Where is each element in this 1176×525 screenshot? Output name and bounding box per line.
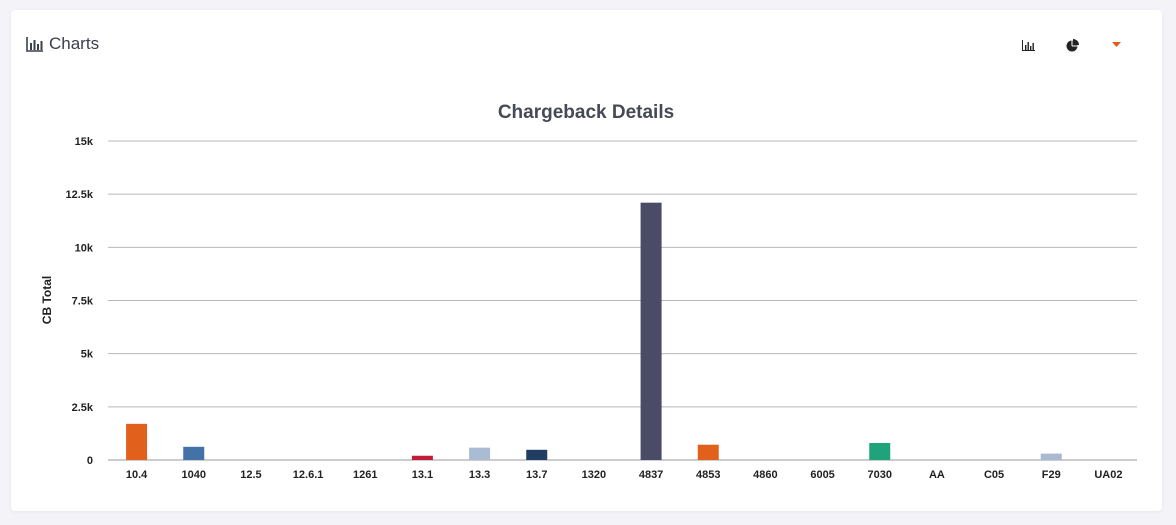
grid-lines bbox=[108, 140, 1137, 461]
y-tick-label: 0 bbox=[87, 455, 93, 467]
x-tick-label: AA bbox=[929, 469, 945, 481]
y-tick-label: 15k bbox=[75, 136, 94, 148]
x-tick-label: 12.5 bbox=[240, 469, 261, 481]
chart-options-dropdown[interactable] bbox=[1094, 35, 1138, 55]
bar-series bbox=[126, 202, 1062, 460]
chart-toolbar bbox=[1006, 35, 1138, 55]
bar-F29[interactable] bbox=[1040, 453, 1062, 460]
pie-chart-icon bbox=[1066, 38, 1079, 51]
x-tick-label: 4853 bbox=[696, 469, 720, 481]
bar-chart-icon bbox=[26, 35, 44, 53]
y-tick-label: 7.5k bbox=[72, 296, 94, 308]
bar-chart-toggle-button[interactable] bbox=[1006, 35, 1050, 55]
bar-13.3[interactable] bbox=[469, 447, 491, 460]
bar-10.4[interactable] bbox=[126, 423, 148, 460]
x-tick-label: 12.6.1 bbox=[293, 469, 324, 481]
x-tick-label: F29 bbox=[1042, 469, 1061, 481]
chart-title: Chargeback Details bbox=[498, 102, 674, 123]
card-title: Charts bbox=[49, 34, 100, 53]
pie-chart-toggle-button[interactable] bbox=[1050, 35, 1094, 55]
card-header: Charts bbox=[26, 34, 99, 54]
bar-4837[interactable] bbox=[640, 202, 662, 460]
x-tick-label: 13.7 bbox=[526, 469, 547, 481]
x-tick-label: 7030 bbox=[868, 469, 892, 481]
x-tick-label: 1261 bbox=[353, 469, 377, 481]
x-tick-label: 1040 bbox=[182, 469, 206, 481]
bar-chart-icon bbox=[1021, 39, 1035, 51]
caret-down-icon bbox=[1111, 42, 1121, 47]
y-axis-label: CB Total bbox=[40, 276, 54, 324]
x-tick-label: 10.4 bbox=[126, 469, 148, 481]
charts-card: Charts bbox=[11, 10, 1162, 511]
x-tick-label: 4837 bbox=[639, 469, 663, 481]
y-tick-label: 12.5k bbox=[65, 189, 93, 201]
y-tick-label: 5k bbox=[81, 349, 94, 361]
x-tick-label: 13.3 bbox=[469, 469, 490, 481]
bar-7030[interactable] bbox=[869, 442, 891, 460]
bar-4853[interactable] bbox=[697, 444, 719, 460]
x-tick-label: 1320 bbox=[582, 469, 606, 481]
y-axis-ticks: 0 2.5k 5k 7.5k 10k 12.5k 15k bbox=[65, 136, 93, 467]
x-tick-label: 4860 bbox=[753, 469, 777, 481]
x-tick-label: C05 bbox=[984, 469, 1004, 481]
x-tick-label: UA02 bbox=[1094, 469, 1122, 481]
x-tick-label: 6005 bbox=[810, 469, 834, 481]
x-axis-ticks: 10.4 1040 12.5 12.6.1 1261 13.1 13.3 13.7 1320 48… bbox=[126, 469, 1123, 481]
y-tick-label: 10k bbox=[75, 242, 94, 254]
bar-13.1[interactable] bbox=[411, 455, 433, 460]
bar-13.7[interactable] bbox=[526, 449, 548, 460]
x-tick-label: 13.1 bbox=[412, 469, 433, 481]
y-tick-label: 2.5k bbox=[72, 402, 94, 414]
bar-1040[interactable] bbox=[183, 446, 205, 460]
